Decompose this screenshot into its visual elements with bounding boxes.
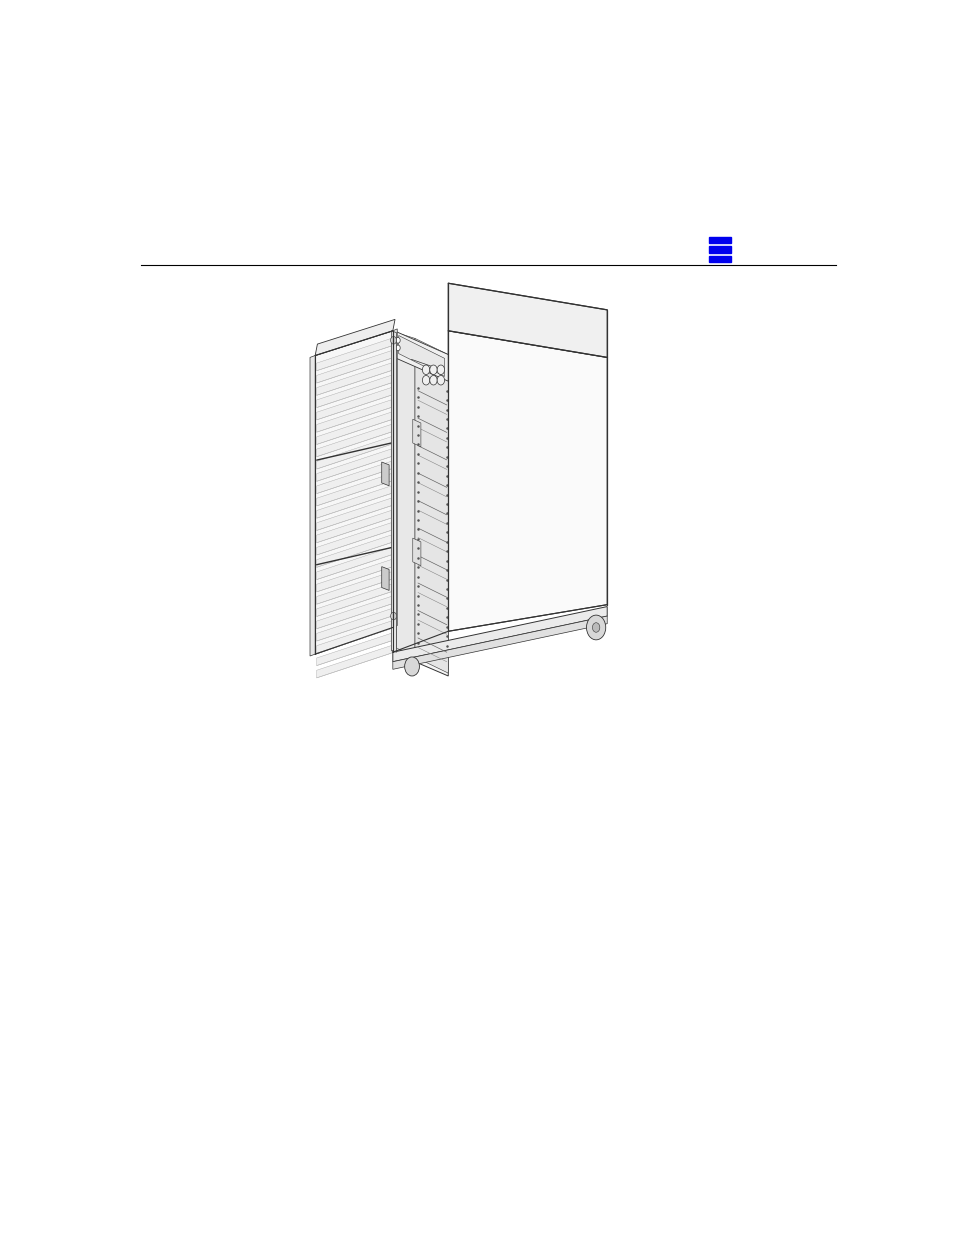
Circle shape: [390, 613, 396, 620]
Bar: [708, 256, 730, 262]
Bar: [708, 246, 730, 253]
Polygon shape: [393, 329, 396, 627]
Circle shape: [436, 375, 444, 385]
Polygon shape: [316, 400, 391, 432]
Polygon shape: [316, 461, 391, 494]
Polygon shape: [316, 572, 391, 604]
Polygon shape: [415, 338, 448, 673]
Polygon shape: [393, 616, 606, 669]
Circle shape: [436, 366, 444, 374]
Polygon shape: [316, 363, 391, 395]
Polygon shape: [391, 331, 396, 652]
Polygon shape: [316, 597, 391, 629]
Polygon shape: [393, 606, 606, 662]
Polygon shape: [316, 412, 391, 445]
Polygon shape: [413, 419, 420, 447]
Circle shape: [429, 375, 436, 385]
Polygon shape: [448, 283, 606, 357]
Polygon shape: [316, 485, 391, 519]
Polygon shape: [316, 535, 391, 567]
Polygon shape: [316, 425, 391, 457]
Polygon shape: [393, 331, 448, 676]
Polygon shape: [316, 510, 391, 542]
Polygon shape: [316, 338, 391, 370]
Polygon shape: [316, 473, 391, 506]
Polygon shape: [316, 584, 391, 616]
Polygon shape: [413, 538, 420, 566]
Polygon shape: [394, 331, 448, 382]
Polygon shape: [314, 320, 395, 356]
Polygon shape: [316, 498, 391, 531]
Polygon shape: [316, 437, 391, 469]
Circle shape: [422, 366, 429, 374]
Bar: [708, 237, 730, 243]
Circle shape: [390, 336, 396, 345]
Polygon shape: [316, 388, 391, 420]
Circle shape: [586, 615, 605, 640]
Polygon shape: [316, 621, 391, 653]
Circle shape: [592, 622, 599, 632]
Circle shape: [395, 337, 400, 343]
Polygon shape: [310, 356, 314, 656]
Polygon shape: [316, 351, 391, 383]
Polygon shape: [316, 547, 391, 579]
Polygon shape: [316, 646, 391, 678]
Polygon shape: [381, 462, 389, 485]
Polygon shape: [314, 331, 393, 655]
Circle shape: [422, 375, 429, 385]
Polygon shape: [381, 567, 389, 590]
Polygon shape: [396, 332, 415, 655]
Polygon shape: [316, 450, 391, 482]
Circle shape: [395, 345, 400, 351]
Polygon shape: [448, 331, 606, 631]
Polygon shape: [316, 634, 391, 666]
Polygon shape: [316, 375, 391, 408]
Polygon shape: [398, 336, 444, 377]
Circle shape: [404, 657, 419, 676]
Polygon shape: [316, 522, 391, 555]
Polygon shape: [316, 609, 391, 641]
Circle shape: [429, 366, 436, 374]
Polygon shape: [316, 559, 391, 592]
